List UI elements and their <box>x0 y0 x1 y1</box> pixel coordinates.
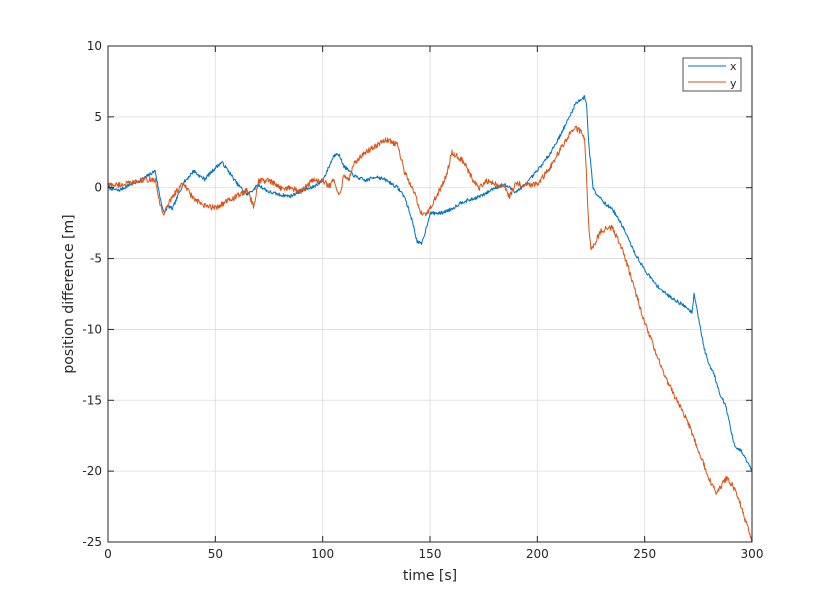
series-line-y <box>107 125 753 543</box>
grid-lines <box>108 46 752 542</box>
x-tick-label: 50 <box>208 547 223 561</box>
y-tick-label: -20 <box>82 464 102 478</box>
y-tick-label: -10 <box>82 322 102 336</box>
y-axis-label: position difference [m] <box>61 214 77 373</box>
ticks <box>107 45 753 543</box>
x-tick-label: 300 <box>741 547 764 561</box>
x-tick-label: 200 <box>526 547 549 561</box>
y-tick-label: -5 <box>90 252 102 266</box>
tick-labels: 0 50 100 150 200 250 300 -25 -20 -15 -10 -5 0 5 10 <box>82 39 763 561</box>
y-tick-label: 10 <box>87 39 102 53</box>
y-tick-label: 0 <box>94 181 102 195</box>
y-tick-label: -25 <box>82 535 102 549</box>
legend-box <box>682 57 742 92</box>
x-tick-label: 100 <box>311 547 334 561</box>
legend: x y <box>682 57 742 92</box>
x-tick-label: 150 <box>419 547 442 561</box>
x-tick-label: 0 <box>104 547 112 561</box>
y-tick-label: -15 <box>82 393 102 407</box>
series-layer <box>107 95 753 543</box>
series-line-x <box>107 95 753 472</box>
legend-label-y: y <box>730 77 737 90</box>
x-axis-label: time [s] <box>403 568 457 584</box>
legend-label-x: x <box>730 60 737 73</box>
x-tick-label: 250 <box>633 547 656 561</box>
y-tick-label: 5 <box>94 110 102 124</box>
